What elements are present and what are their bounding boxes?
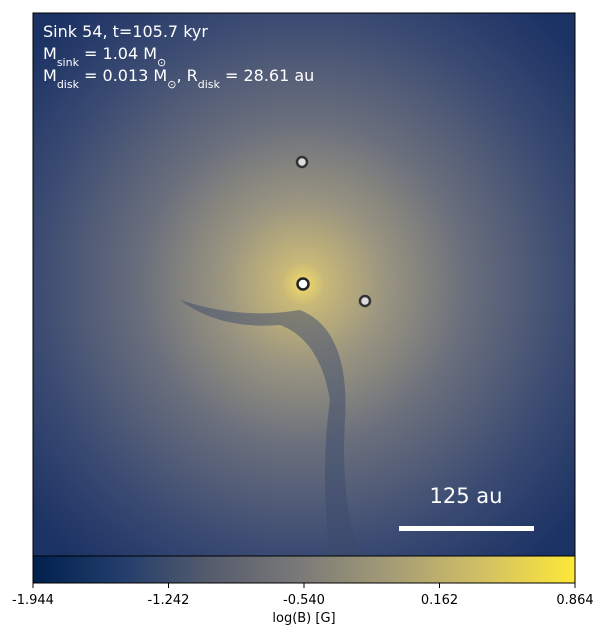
annotation-text: M — [43, 44, 57, 63]
colorbar-tick-label: -0.540 — [283, 593, 325, 608]
annotation-subscript: ⊙ — [167, 78, 176, 91]
annotation-text: Sink 54, t=105.7 kyr — [43, 22, 208, 41]
annotation-subscript: sink — [57, 56, 80, 69]
annotation: Mdisk = 0.013 M⊙, Rdisk = 28.61 au — [43, 66, 314, 91]
colorbar-tick-label: -1.944 — [12, 593, 54, 608]
scale-bar — [399, 526, 534, 531]
annotation-text: = 1.04 M — [79, 44, 157, 63]
annotation: Msink = 1.04 M⊙ — [43, 44, 166, 69]
scale-bar-label: 125 au — [430, 484, 503, 508]
colorbar-tick-label: 0.162 — [421, 593, 458, 608]
annotation-text: = 0.013 M — [79, 66, 167, 85]
colorbar-label: log(B) [G] — [272, 611, 335, 626]
sink — [358, 294, 372, 308]
filament — [180, 300, 360, 556]
colorbar-tick-label: 0.864 — [556, 593, 593, 608]
annotation: Sink 54, t=105.7 kyr — [43, 22, 208, 41]
sink — [295, 155, 309, 169]
sinks — [295, 155, 372, 308]
annotation-subscript: disk — [57, 78, 80, 91]
annotation-text: M — [43, 66, 57, 85]
annotation-text: = 28.61 au — [220, 66, 314, 85]
annotation-subscript: disk — [198, 78, 221, 91]
colorbar — [32, 555, 576, 584]
sink — [296, 277, 310, 291]
colorbar-tick-label: -1.242 — [148, 593, 190, 608]
annotation-text: , R — [176, 66, 197, 85]
annotation-subscript: ⊙ — [157, 56, 166, 69]
